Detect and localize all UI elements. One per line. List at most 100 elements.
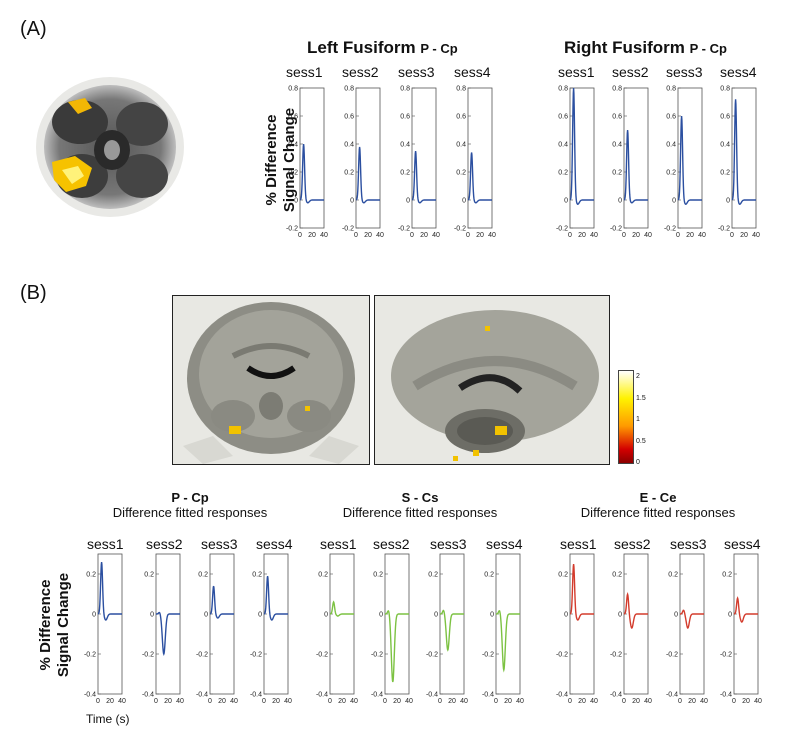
b-g1-s4-xtick-label: 0 [494,698,498,705]
b-g0-s3-ytick-label: -0.4 [196,692,208,699]
a-g0-s1-ytick-label: 0.8 [288,86,298,93]
a-g1-s4-ytick-label: 0.2 [720,170,730,177]
b-g1-s3-ytick-label: -0.2 [426,652,438,659]
colorbar-tick: 0.5 [636,437,646,445]
a-g1-s4-xtick-label: 40 [752,232,760,239]
b-g0-s3-ytick-label: 0 [204,612,208,619]
b-g2-s3-ytick-label: -0.2 [666,652,678,659]
b-g2-s1-xtick-label: 0 [568,698,572,705]
a-g1-s3-xtick-label: 0 [676,232,680,239]
left-fusiform-title-text: Left Fusiform [307,38,416,57]
b-ece-sess1-label: sess1 [560,536,597,552]
a-g0-s3-ytick-label: 0.2 [400,170,410,177]
a-g1-s4-xtick-label: 20 [740,232,748,239]
b-g1-s4-subplot: 0.20-0.2-0.40 20 40 [482,553,524,705]
b-g0-s2-xtick-label: 20 [164,698,172,705]
b-g1-s2-ytick-label: 0.2 [373,572,383,579]
b-g2-s4-xtick-label: 0 [732,698,736,705]
a-right-sess2-label: sess2 [612,64,649,80]
a-g0-s3-subplot: 0.80.60.40.20-0.20 20 40 [398,86,440,240]
a-g0-s2-ytick-label: 0.2 [344,170,354,177]
b-g0-s4-ytick-label: -0.4 [250,692,262,699]
b-g0-s4-xtick-label: 40 [284,698,292,705]
b-g1-s1-xtick-label: 40 [350,698,358,705]
b-ece-sess4-label: sess4 [724,536,761,552]
b-g2-s1-ytick-label: -0.2 [556,652,568,659]
b-g0-s1-ytick-label: -0.2 [84,652,96,659]
a-g1-s1-curve [569,88,594,205]
a-g0-s4-frame [467,87,493,229]
panel-a-plots: 0.80.60.40.20-0.20 20 400.80.60.40.20-0.20… [286,86,760,240]
colorbar [618,370,634,464]
b-scs-sess3-label: sess3 [430,536,467,552]
b-g0-s1-ytick-label: 0.2 [86,572,96,579]
b-g1-s4-ytick-label: -0.2 [482,652,494,659]
a-right-sess4-label: sess4 [720,64,757,80]
b-g0-s3-ytick-label: 0.2 [198,572,208,579]
b-g0-s2-subplot: 0.20-0.2-0.40 20 40 [142,553,184,705]
b-g0-s4-curve [263,575,288,621]
a-g0-s4-ytick-label: 0 [462,198,466,205]
right-fusiform-title-text: Right Fusiform [564,38,685,57]
a-g0-s1-ytick-label: 0.2 [288,170,298,177]
a-g1-s4-curve [731,99,756,205]
a-g1-s4-ytick-label: 0.4 [720,142,730,149]
b-g0-s4-xtick-label: 20 [272,698,280,705]
b-g0-s2-frame [155,553,181,695]
b-g2-s1-curve [569,564,594,621]
b-g0-s3-xtick-label: 20 [218,698,226,705]
b-g1-s1-ytick-label: 0.2 [318,572,328,579]
left-fusiform-title: Left Fusiform P - Cp [307,38,458,58]
b-g1-s1-ytick-label: -0.2 [316,652,328,659]
b-g2-s4-ytick-label: 0 [728,612,732,619]
a-g1-s1-ytick-label: 0.4 [558,142,568,149]
b-g0-s2-ytick-label: 0 [150,612,154,619]
b-g1-s3-ytick-label: 0 [434,612,438,619]
panel-b-label: (B) [20,282,47,304]
a-g0-s1-frame [299,87,325,229]
a-g1-s2-frame [623,87,649,229]
b-g0-s2-curve [156,611,180,656]
a-g1-s4-frame [731,87,757,229]
b-g2-s2-curve [623,592,648,629]
b-g1-s2-ytick-label: -0.2 [371,652,383,659]
b-g1-s3-ytick-label: 0.2 [428,572,438,579]
a-left-sess3-label: sess3 [398,64,435,80]
sagittal-brain-image [374,295,610,465]
b-scs-sess1-label: sess1 [320,536,357,552]
b-g2-s4-subplot: 0.20-0.2-0.40 20 40 [720,553,762,705]
a-g1-s3-ytick-label: 0.2 [666,170,676,177]
a-g0-s3-ytick-label: -0.2 [398,226,410,233]
a-g0-s1-ytick-label: 0.4 [288,142,298,149]
b-g2-s1-ytick-label: 0.2 [558,572,568,579]
axial-brain-image [30,72,190,222]
a-right-sess3-label: sess3 [666,64,703,80]
b-scs-sess2-label: sess2 [373,536,410,552]
a-g0-s3-frame [411,87,437,229]
a-g1-s2-xtick-label: 20 [632,232,640,239]
a-g0-s3-ytick-label: 0.8 [400,86,410,93]
a-left-sess1-label: sess1 [286,64,323,80]
b-g1-s3-ytick-label: -0.4 [426,692,438,699]
b-g2-s2-ytick-label: 0 [618,612,622,619]
a-g1-s4-ytick-label: 0.8 [720,86,730,93]
b-g0-s1-ytick-label: -0.4 [84,692,96,699]
b-group-ece-subtitle: Difference fitted responses [580,505,736,520]
a-g0-s1-ytick-label: 0.6 [288,114,298,121]
a-g1-s2-ytick-label: 0.8 [612,86,622,93]
b-g1-s2-ytick-label: -0.4 [371,692,383,699]
b-g1-s2-subplot: 0.20-0.2-0.40 20 40 [371,553,413,705]
b-g1-s3-curve [440,609,464,652]
b-g1-s1-xtick-label: 0 [328,698,332,705]
b-g0-s1-subplot: 0.20-0.2-0.40 20 40 [84,553,126,705]
b-g1-s3-xtick-label: 20 [448,698,456,705]
b-g0-s3-curve [209,585,234,619]
b-g2-s2-xtick-label: 20 [632,698,640,705]
a-g1-s1-ytick-label: 0.8 [558,86,568,93]
a-g0-s4-curve [467,152,492,204]
a-g1-s1-ytick-label: 0 [564,198,568,205]
b-group-scs-title: S - Cs [401,490,439,505]
b-g0-s4-subplot: 0.20-0.2-0.40 20 40 [250,553,292,705]
b-g2-s1-xtick-label: 20 [578,698,586,705]
b-g2-s3-ytick-label: -0.4 [666,692,678,699]
